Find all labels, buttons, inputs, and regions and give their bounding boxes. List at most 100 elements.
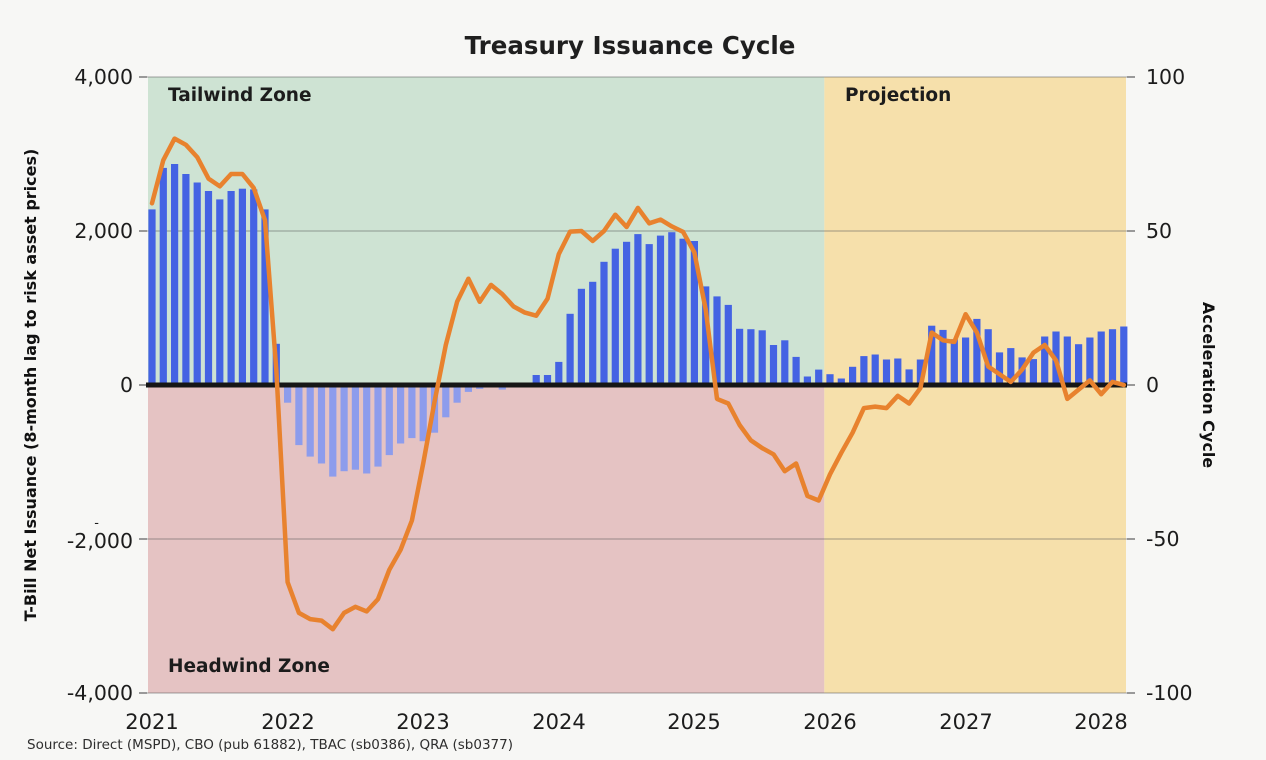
tbill-issuance-bar <box>826 374 834 385</box>
tbill-issuance-bar <box>702 286 710 385</box>
tbill-issuance-bar <box>995 352 1004 385</box>
tbill-issuance-bar <box>916 359 924 385</box>
tbill-issuance-bar <box>1063 336 1071 385</box>
tbill-issuance-bar <box>882 359 891 385</box>
tbill-issuance-bar <box>973 318 981 385</box>
tbill-issuance-bar <box>713 296 721 385</box>
tbill-issuance-bar <box>1075 344 1083 385</box>
tbill-issuance-bar <box>1029 359 1037 385</box>
tbill-issuance-bar <box>363 385 371 474</box>
left-tick-0: 0 <box>120 373 133 397</box>
tbill-issuance-bar <box>295 385 303 446</box>
tbill-issuance-bar <box>679 238 687 385</box>
tbill-issuance-bar <box>329 385 337 477</box>
tbill-issuance-bar <box>611 248 619 385</box>
tbill-issuance-bar <box>645 244 653 385</box>
tbill-issuance-bar <box>600 261 608 385</box>
headwind-zone <box>148 385 825 693</box>
tbill-issuance-bar <box>193 182 201 385</box>
tbill-issuance-bar <box>419 385 427 442</box>
x-tick-2025: 2025 <box>667 710 720 734</box>
left-tick-4000: 4,000 <box>74 65 133 89</box>
tbill-issuance-bar <box>849 366 857 385</box>
tbill-issuance-bar <box>860 356 868 385</box>
left-axis-title: T-Bill Net Issuance (8-month lag to risk… <box>21 149 40 622</box>
tbill-issuance-bar <box>939 329 947 385</box>
tbill-issuance-bar <box>736 328 744 385</box>
x-tick-2028: 2028 <box>1074 710 1127 734</box>
left-tick-2000: 2,000 <box>74 219 133 243</box>
right-tick-50: 50 <box>1146 219 1172 243</box>
tbill-issuance-bar <box>250 189 258 385</box>
chart-title: Treasury Issuance Cycle <box>465 31 796 60</box>
tbill-issuance-bar <box>656 235 665 385</box>
tbill-issuance-bar <box>385 385 393 456</box>
tbill-issuance-bar <box>724 304 732 385</box>
tbill-issuance-bar <box>227 191 235 385</box>
tbill-issuance-bar <box>374 385 382 467</box>
tbill-issuance-bar <box>1108 329 1117 385</box>
tbill-issuance-bar <box>905 369 913 385</box>
tbill-issuance-bar <box>668 232 676 385</box>
tbill-issuance-bar <box>928 325 936 385</box>
tbill-issuance-bar <box>532 375 540 385</box>
tbill-issuance-bar <box>566 313 574 385</box>
left-tick-wrap-artifact: - <box>94 516 99 531</box>
tbill-issuance-bar <box>962 337 970 385</box>
tbill-issuance-bar <box>204 191 213 385</box>
tbill-issuance-bar <box>238 188 246 385</box>
right-tick-0: 0 <box>1146 373 1159 397</box>
tbill-issuance-bar <box>397 385 405 444</box>
tbill-issuance-bar <box>792 356 800 385</box>
tbill-issuance-bar <box>408 385 416 439</box>
tbill-issuance-bar <box>284 385 292 403</box>
x-tick-2024: 2024 <box>532 710 585 734</box>
tbill-issuance-bar <box>1007 348 1015 385</box>
tbill-issuance-bar <box>634 234 642 385</box>
right-tick-neg50: -50 <box>1146 527 1179 551</box>
tbill-issuance-bar <box>159 167 167 385</box>
tbill-issuance-bar <box>815 369 823 385</box>
acceleration-cycle-line <box>149 136 1127 632</box>
tbill-issuance-bar <box>306 385 314 457</box>
right-tick-100: 100 <box>1146 65 1185 89</box>
tbill-issuance-bar <box>589 281 597 385</box>
tbill-issuance-bar <box>171 164 179 385</box>
tbill-issuance-bar <box>984 329 992 385</box>
tbill-issuance-bar <box>950 339 958 385</box>
x-tick-2022: 2022 <box>261 710 314 734</box>
tbill-issuance-bar <box>182 174 190 385</box>
tbill-issuance-bar <box>464 385 472 392</box>
tbill-issuance-bar <box>351 385 359 470</box>
tbill-issuance-bar <box>894 358 902 385</box>
tbill-issuance-bar <box>543 375 552 385</box>
left-tick-neg2000: -2,000 <box>67 529 133 553</box>
tbill-issuance-bar <box>555 361 563 385</box>
tailwind-zone-label: Tailwind Zone <box>168 85 312 106</box>
tbill-issuance-bar <box>1041 336 1049 385</box>
tbill-issuance-bar <box>623 241 631 385</box>
tailwind-zone <box>148 77 825 385</box>
gridlines-layer <box>139 76 1135 694</box>
tbill-issuance-bar <box>261 209 269 385</box>
x-tick-2021: 2021 <box>125 710 178 734</box>
tbill-issuance-bar <box>747 329 755 385</box>
tbill-issuance-bar <box>453 385 461 403</box>
x-tick-2023: 2023 <box>396 710 449 734</box>
tbill-issuance-bar <box>837 378 845 385</box>
tbill-issuance-bar <box>1120 326 1128 385</box>
tbill-issuance-bar <box>216 199 224 385</box>
x-tick-2027: 2027 <box>939 710 992 734</box>
right-axis-title: Acceleration Cycle <box>1199 302 1218 468</box>
right-tick-neg100: -100 <box>1146 681 1193 705</box>
source-note: Source: Direct (MSPD), CBO (pub 61882), … <box>27 737 513 753</box>
tbill-issuance-bar <box>148 209 156 385</box>
acceleration-line-layer <box>149 136 1127 632</box>
tbill-issuance-bar <box>577 288 585 386</box>
tbill-issuance-bar <box>781 340 789 385</box>
tbill-issuance-bar <box>1097 331 1105 385</box>
tbill-issuance-bar <box>769 345 778 385</box>
tbill-issuance-bar <box>1086 337 1094 385</box>
